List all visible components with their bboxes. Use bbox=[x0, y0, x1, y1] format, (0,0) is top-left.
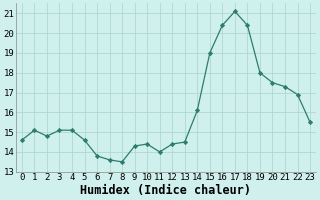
X-axis label: Humidex (Indice chaleur): Humidex (Indice chaleur) bbox=[80, 184, 252, 197]
